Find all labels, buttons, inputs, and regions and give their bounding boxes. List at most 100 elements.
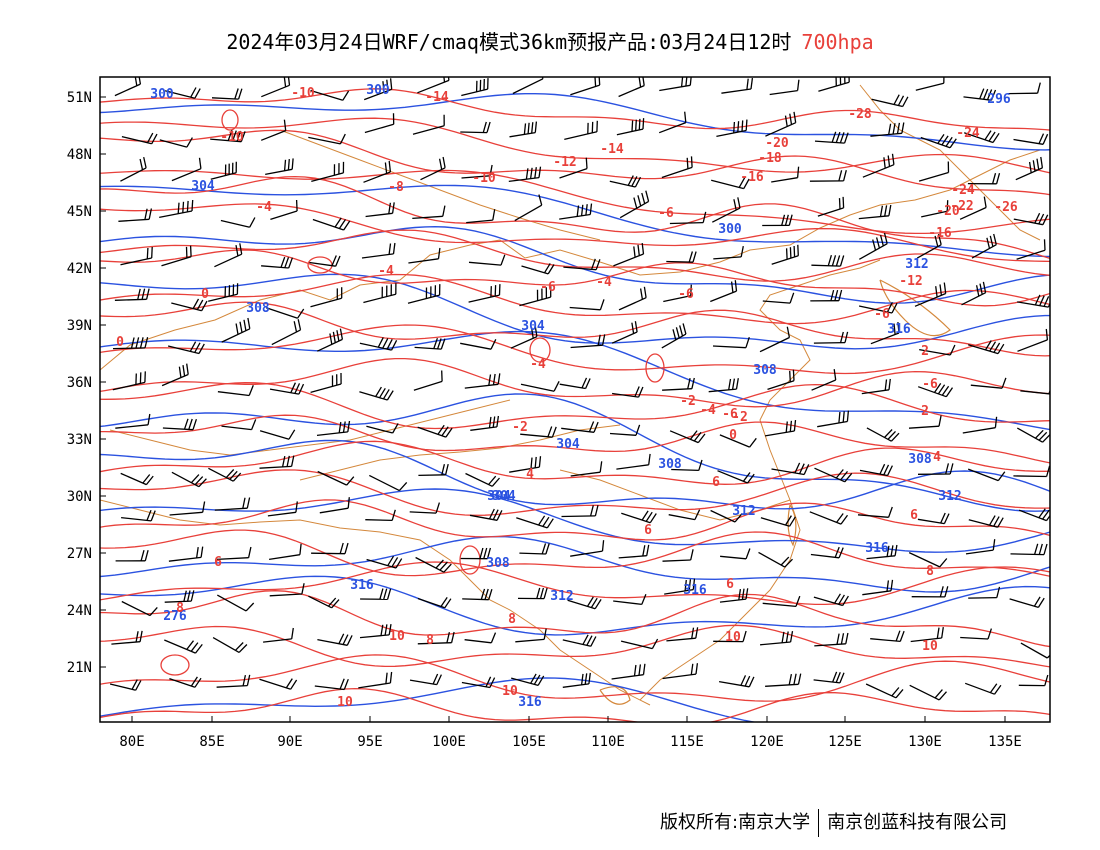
wind-barb	[460, 547, 492, 560]
lat-tick-label: 51N	[67, 90, 92, 106]
wind-barb	[861, 378, 891, 395]
height-label: 276	[163, 609, 187, 624]
wind-barb	[114, 77, 142, 97]
wind-barb	[269, 382, 305, 395]
temperature-label: -6	[540, 280, 556, 295]
wind-barb	[661, 323, 687, 349]
wind-barb	[317, 633, 353, 646]
wind-barb	[417, 424, 453, 438]
wind-barb	[461, 78, 489, 97]
temperature-label: -4	[596, 275, 612, 290]
wind-barb	[570, 334, 606, 349]
wind-barb	[858, 302, 898, 314]
lon-tick-label: 100E	[432, 734, 466, 750]
temperature-label: -6	[874, 307, 890, 322]
wind-barb	[259, 678, 298, 690]
height-contour	[100, 93, 1050, 151]
wind-barb	[358, 671, 393, 689]
wind-barb	[917, 383, 954, 398]
wind-barb	[512, 77, 544, 95]
wind-barbs	[109, 77, 1050, 701]
wind-barb	[613, 593, 647, 606]
wind-barb	[308, 595, 340, 609]
wind-barb	[267, 501, 298, 517]
wind-barb	[669, 211, 707, 225]
temperature-label: 6	[712, 475, 720, 490]
height-contour	[100, 488, 1050, 553]
temperature-label: 8	[926, 564, 934, 579]
footer-rights: 版权所有:南京大学	[660, 812, 811, 833]
wind-barb	[811, 255, 845, 267]
temperature-label: 0	[201, 287, 209, 302]
wind-barb	[911, 586, 949, 598]
height-label: 316	[683, 583, 707, 598]
height-label: 308	[486, 556, 510, 571]
wind-barb	[918, 161, 950, 182]
wind-barb	[959, 196, 987, 220]
wind-barb	[917, 512, 950, 525]
temperature-closed-contour	[529, 337, 551, 363]
contour-labels: 300 3003043083083003043043083043043123083…	[116, 83, 1018, 710]
temperature-label: -16	[740, 170, 764, 185]
wind-barb	[270, 199, 298, 221]
wind-barb	[857, 506, 893, 518]
wind-barb	[1018, 674, 1049, 687]
wind-barb	[1020, 642, 1050, 659]
temperature-contour	[100, 624, 1050, 668]
wind-barb	[462, 588, 493, 601]
wind-barb	[164, 590, 195, 603]
wind-barb	[663, 284, 692, 303]
wind-barb	[363, 78, 393, 101]
wind-barb	[616, 118, 645, 136]
temperature-contour	[100, 117, 1050, 174]
wind-barb	[965, 539, 996, 555]
temperature-contour	[100, 654, 1050, 702]
wind-barb	[308, 133, 346, 145]
wind-barb	[414, 337, 446, 350]
wind-barb	[1016, 239, 1046, 260]
wind-barb	[968, 340, 1005, 355]
wind-barb	[771, 166, 800, 183]
wind-barb	[866, 544, 898, 560]
wind-barb	[920, 134, 957, 149]
wind-barb	[563, 258, 601, 271]
wind-barb	[570, 461, 603, 477]
wind-barb	[618, 77, 645, 98]
wind-barb	[810, 289, 843, 302]
wind-barb	[460, 339, 497, 350]
temperature-label: 0	[116, 335, 124, 350]
wind-barb	[818, 77, 850, 92]
wind-barb	[919, 344, 956, 356]
wind-barb	[858, 204, 892, 220]
wind-barb	[366, 423, 399, 434]
wind-barb	[161, 363, 189, 387]
wind-barb	[711, 177, 750, 190]
wind-barb	[465, 472, 500, 487]
wind-barb	[412, 205, 446, 220]
wind-barb	[212, 637, 248, 653]
wind-barb	[468, 284, 501, 303]
map-boundary	[279, 129, 601, 241]
temperature-label: -24	[951, 183, 975, 198]
temperature-contour	[100, 414, 1050, 464]
wind-barb	[120, 472, 154, 486]
wind-barb	[760, 515, 796, 527]
wind-barb	[311, 542, 349, 555]
wind-barb	[464, 373, 501, 389]
wind-barb	[671, 459, 703, 472]
map-boundary	[299, 424, 621, 481]
wind-barb	[120, 246, 153, 266]
wind-barb	[464, 632, 497, 644]
island-outline	[599, 686, 631, 705]
wind-barb	[366, 555, 403, 569]
wind-barb	[121, 600, 158, 617]
wind-barb	[115, 550, 149, 562]
wind-barb	[109, 679, 142, 691]
wind-barb	[618, 544, 650, 559]
wind-barb	[870, 322, 900, 345]
lat-tick-label: 42N	[67, 261, 92, 277]
wind-barb	[520, 426, 557, 438]
wind-barb	[871, 94, 909, 108]
lat-tick-label: 30N	[67, 489, 92, 505]
wind-barb	[120, 156, 147, 182]
